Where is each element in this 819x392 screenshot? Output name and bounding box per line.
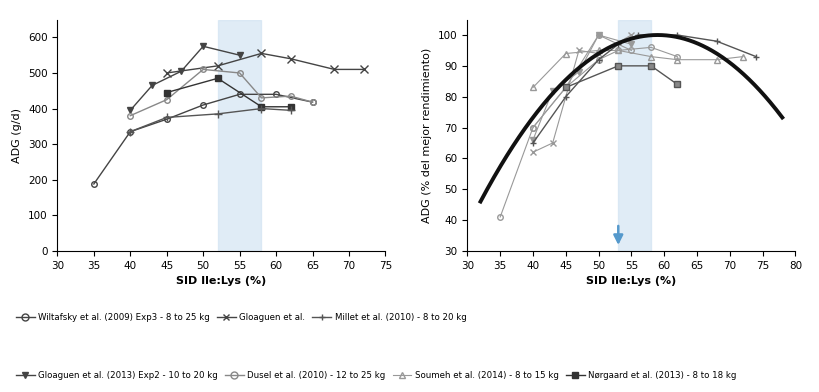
Legend: Gloaguen et al. (2013) Exp2 - 10 to 20 kg, Dusel et al. (2010) - 12 to 25 kg, So: Gloaguen et al. (2013) Exp2 - 10 to 20 k… <box>12 368 739 384</box>
Y-axis label: ADG (% del mejor rendimiento): ADG (% del mejor rendimiento) <box>422 47 432 223</box>
Bar <box>218 20 261 251</box>
X-axis label: SID Ile:Lys (%): SID Ile:Lys (%) <box>176 276 266 286</box>
Y-axis label: ADG (g/d): ADG (g/d) <box>12 108 22 163</box>
X-axis label: SID Ile:Lys (%): SID Ile:Lys (%) <box>586 276 676 286</box>
Legend: Wiltafsky et al. (2009) Exp3 - 8 to 25 kg, Gloaguen et al., Millet et al. (2010): Wiltafsky et al. (2009) Exp3 - 8 to 25 k… <box>12 309 469 325</box>
Bar <box>618 20 650 251</box>
